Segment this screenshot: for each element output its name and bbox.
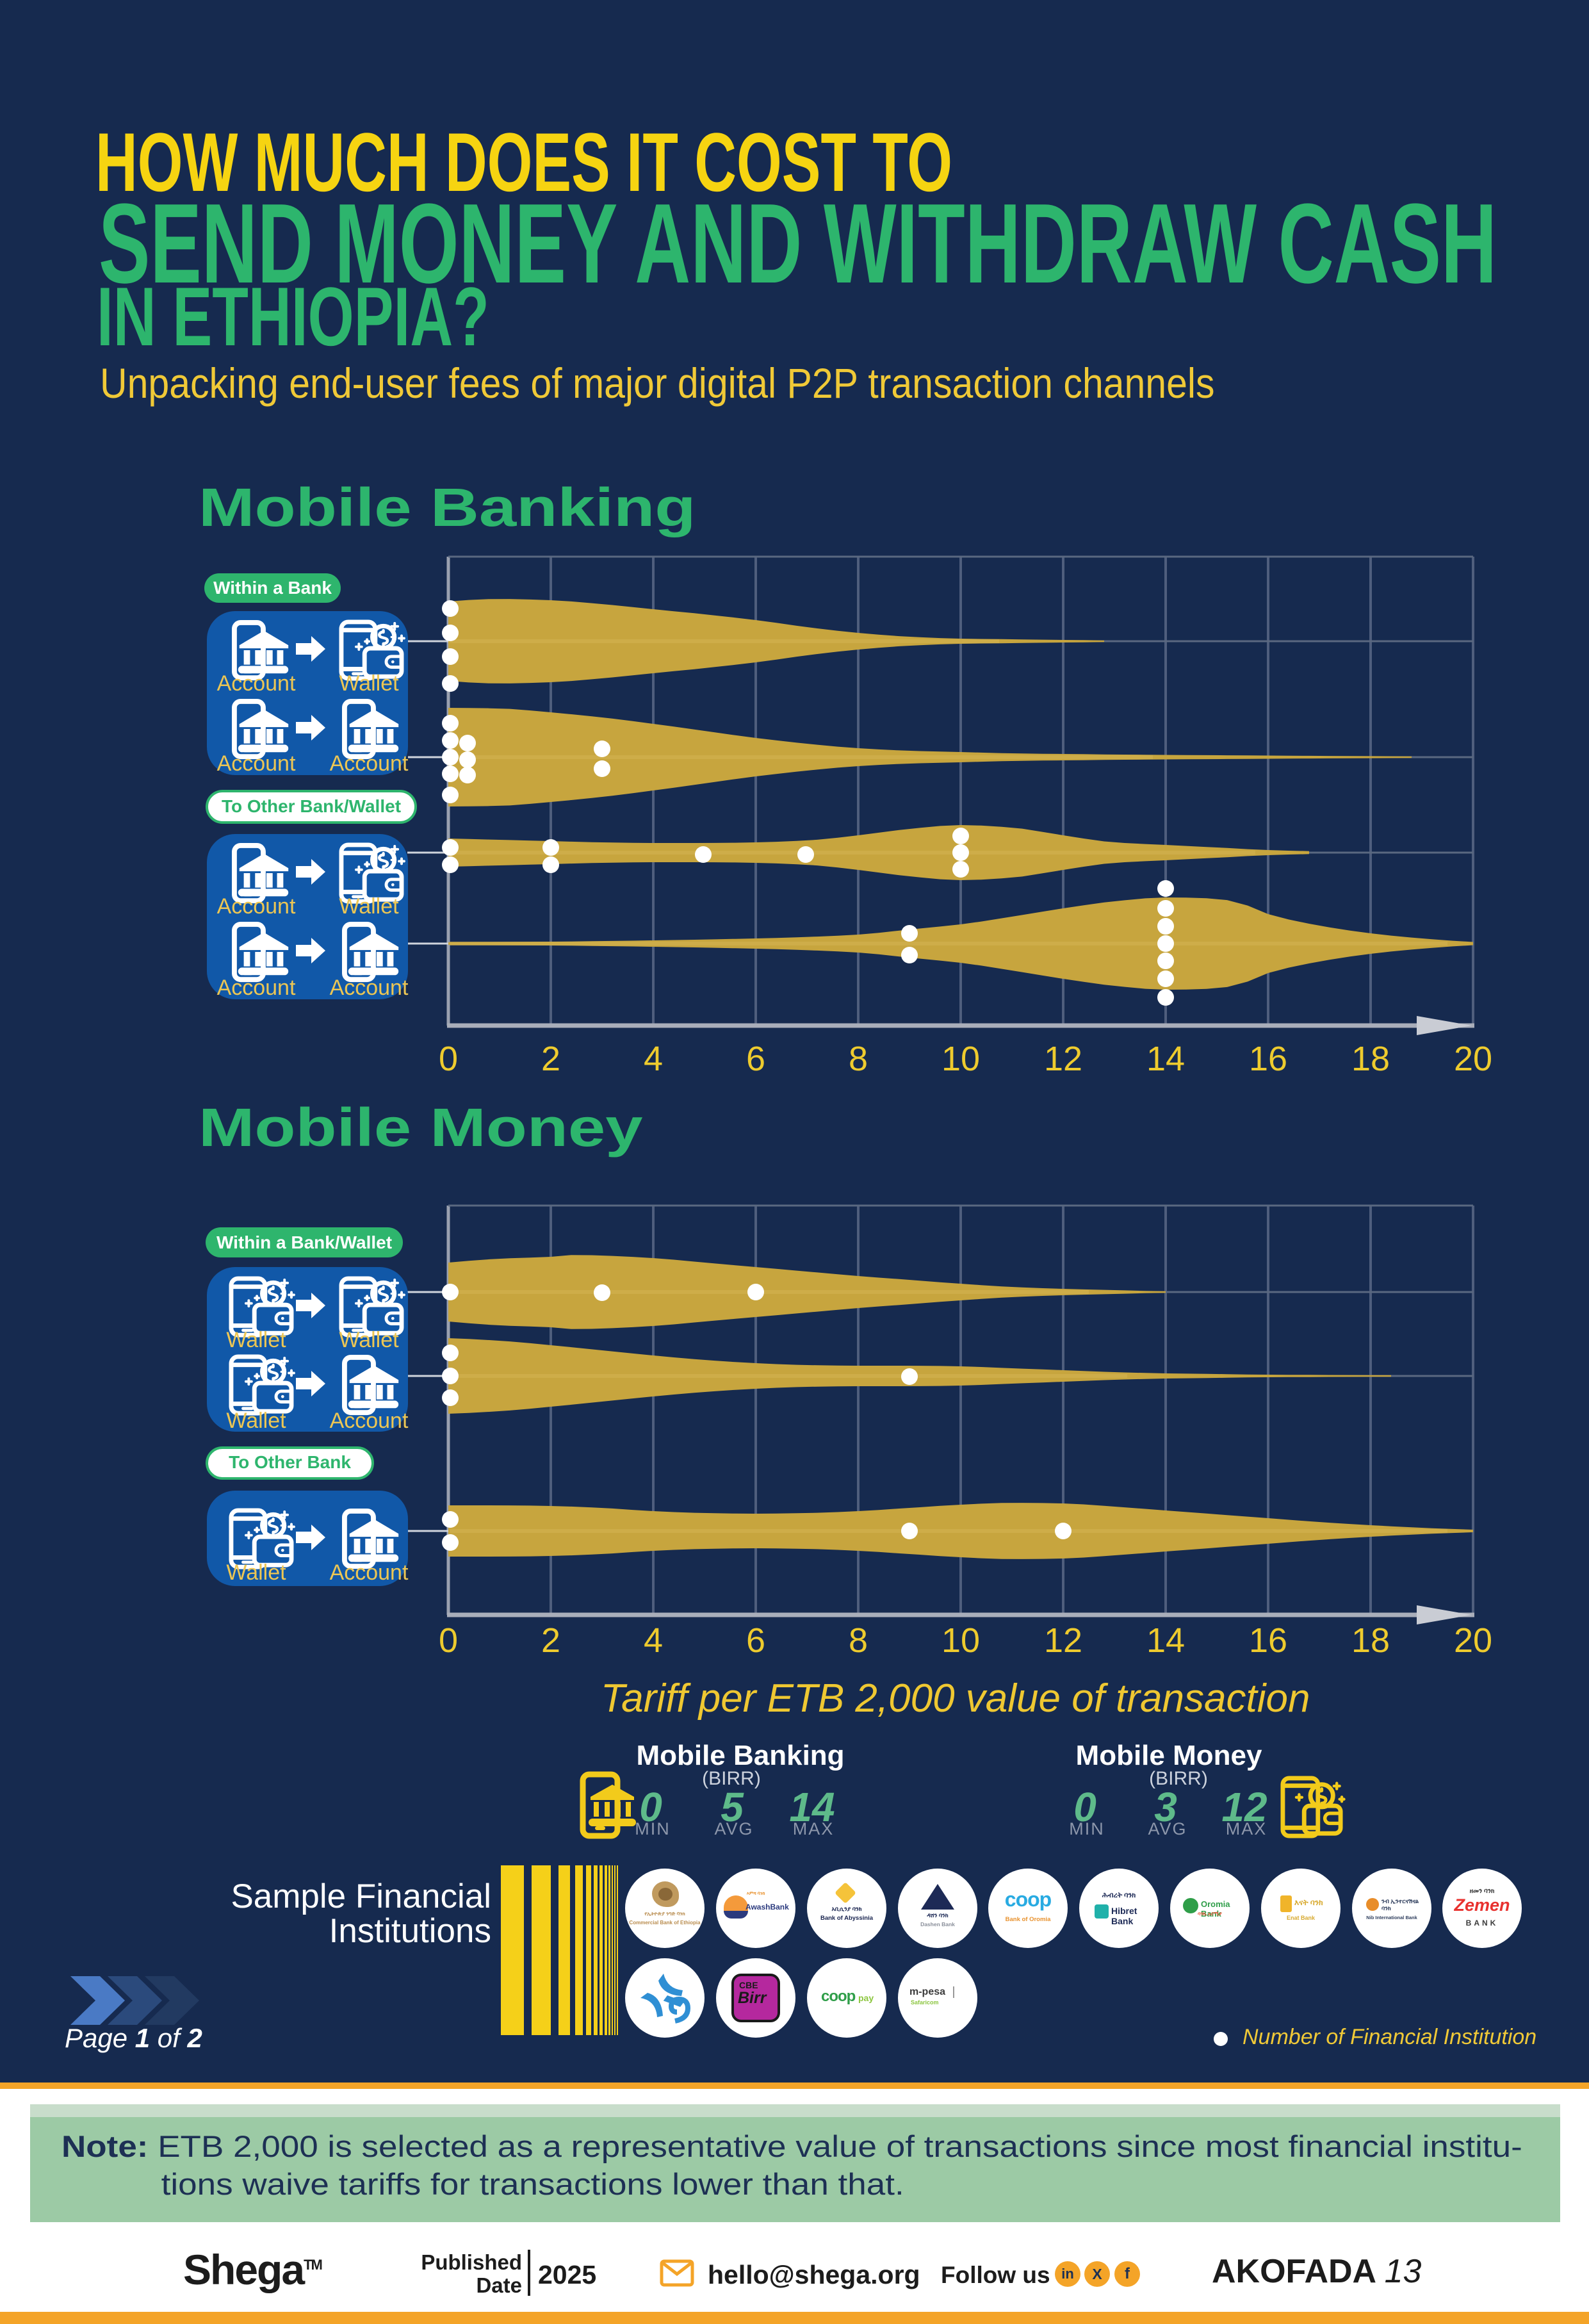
svg-text:Account: Account [330, 1560, 409, 1585]
svg-text:Account: Account [217, 671, 296, 696]
svg-text:Account: Account [217, 751, 296, 776]
svg-text:Wallet: Wallet [339, 894, 399, 919]
svg-text:Wallet: Wallet [339, 1328, 399, 1352]
svg-text:Wallet: Wallet [339, 671, 399, 696]
svg-text:Account: Account [330, 1409, 409, 1433]
svg-text:Account: Account [217, 894, 296, 919]
svg-text:Wallet: Wallet [226, 1409, 286, 1433]
svg-text:Wallet: Wallet [226, 1328, 286, 1352]
svg-text:Account: Account [330, 751, 409, 776]
svg-text:Wallet: Wallet [226, 1560, 286, 1585]
svg-text:Account: Account [330, 976, 409, 1000]
svg-text:Account: Account [217, 976, 296, 1000]
